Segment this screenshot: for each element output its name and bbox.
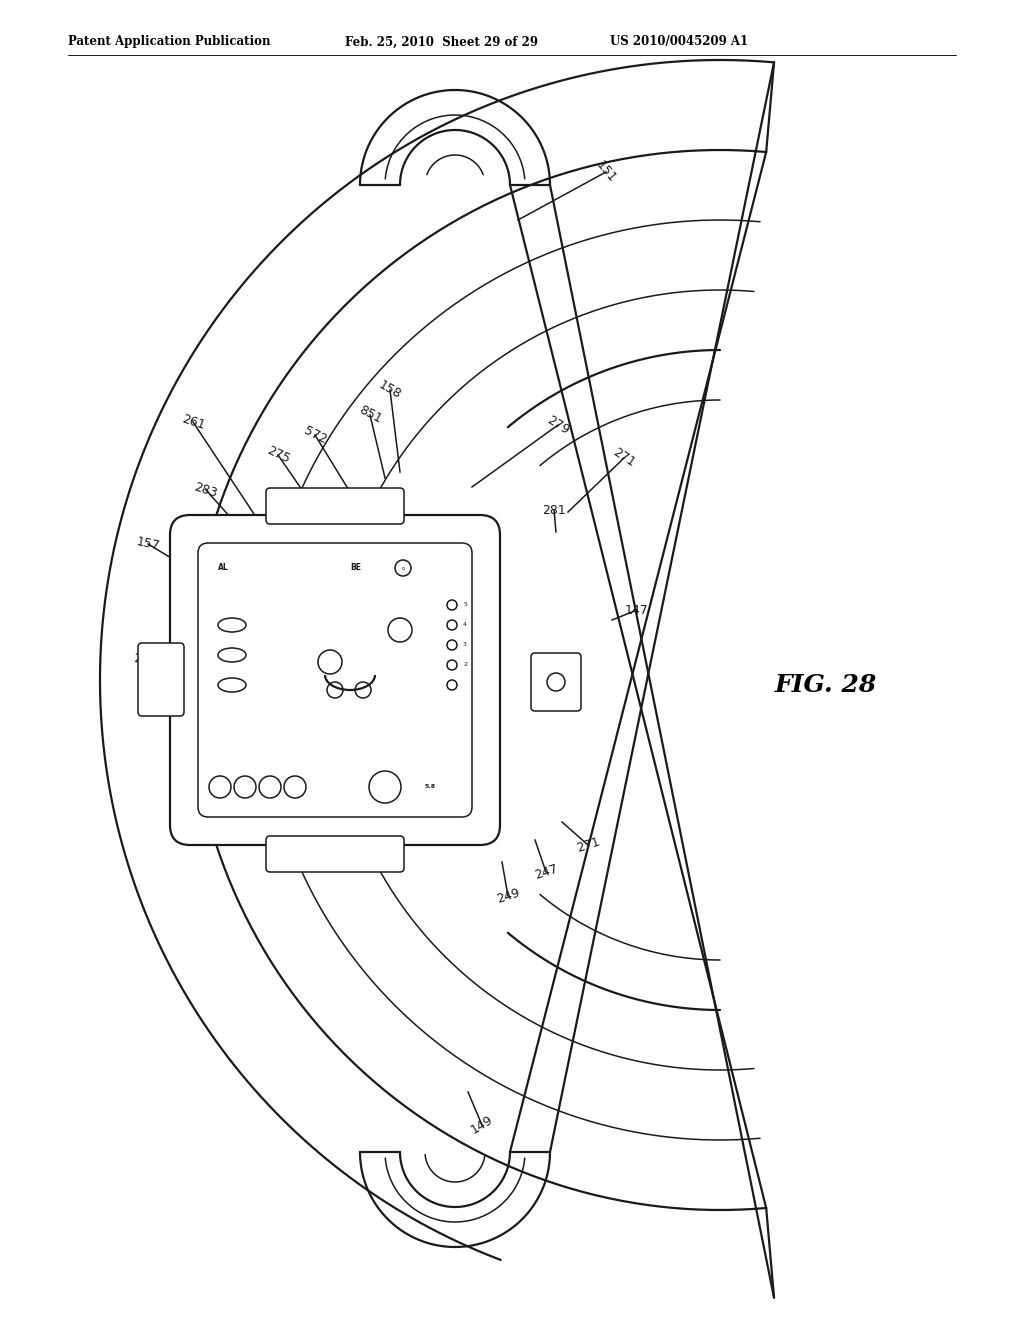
Text: 147: 147 (625, 603, 649, 616)
Text: 851: 851 (356, 404, 384, 426)
Text: 157: 157 (135, 535, 161, 553)
Text: 151: 151 (593, 158, 618, 185)
Text: 281: 281 (542, 503, 566, 516)
FancyBboxPatch shape (170, 515, 500, 845)
Text: 271: 271 (610, 446, 638, 470)
FancyBboxPatch shape (138, 643, 184, 715)
Text: 158: 158 (377, 379, 403, 401)
Text: 2: 2 (463, 663, 467, 668)
Text: 275: 275 (264, 444, 292, 466)
Text: 261: 261 (180, 412, 206, 432)
FancyBboxPatch shape (266, 488, 404, 524)
FancyBboxPatch shape (266, 836, 404, 873)
Text: o: o (401, 565, 404, 570)
Text: 149: 149 (469, 1113, 496, 1137)
Text: 273: 273 (168, 664, 193, 678)
Text: 572: 572 (301, 424, 329, 446)
Text: 5: 5 (463, 602, 467, 607)
Text: AL: AL (218, 564, 228, 572)
Text: 265: 265 (174, 696, 198, 709)
Text: BE: BE (350, 564, 361, 572)
FancyBboxPatch shape (198, 543, 472, 817)
Text: Patent Application Publication: Patent Application Publication (68, 36, 270, 49)
Text: 279: 279 (545, 413, 571, 437)
Text: 263: 263 (133, 652, 158, 668)
FancyBboxPatch shape (531, 653, 581, 711)
Text: 247: 247 (532, 862, 559, 882)
Text: 4: 4 (463, 623, 467, 627)
Text: FIG. 28: FIG. 28 (775, 673, 878, 697)
Text: 277: 277 (204, 787, 230, 807)
Text: 249: 249 (495, 886, 521, 906)
Text: 5.8: 5.8 (424, 784, 435, 789)
Text: 3: 3 (463, 643, 467, 648)
Text: US 2010/0045209 A1: US 2010/0045209 A1 (610, 36, 749, 49)
Text: Feb. 25, 2010  Sheet 29 of 29: Feb. 25, 2010 Sheet 29 of 29 (345, 36, 538, 49)
Text: 271: 271 (574, 836, 601, 855)
Text: 283: 283 (193, 480, 219, 500)
